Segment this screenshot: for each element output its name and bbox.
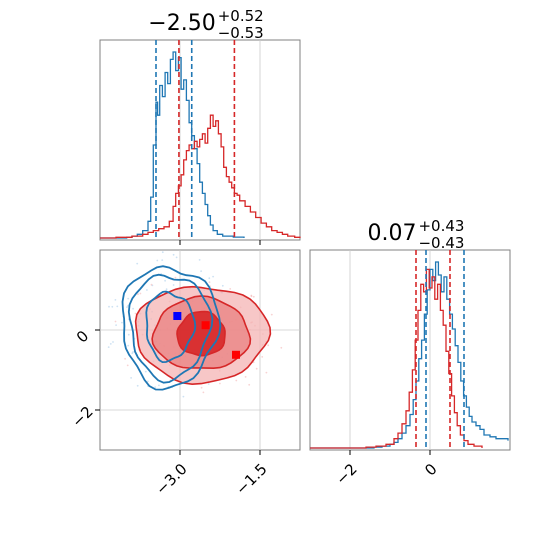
panel-top-left-grid bbox=[179, 40, 261, 240]
panel-bottom-right-title-minus: −0.43 bbox=[418, 234, 464, 252]
scatter-point bbox=[200, 270, 203, 272]
scatter-point bbox=[200, 386, 203, 389]
scatter-point bbox=[132, 351, 135, 353]
panel-bottom-right-quantiles bbox=[415, 250, 465, 450]
scatter-point bbox=[130, 377, 133, 379]
scatter-point bbox=[115, 324, 117, 326]
scatter-point bbox=[127, 304, 129, 307]
scatter-point bbox=[158, 384, 160, 387]
scatter-point bbox=[147, 380, 149, 383]
scatter-point bbox=[136, 262, 139, 265]
scatter-point bbox=[124, 357, 126, 360]
scatter-point bbox=[229, 288, 232, 290]
scatter-point bbox=[161, 259, 164, 261]
histogram-series-1 bbox=[100, 114, 301, 239]
scatter-point bbox=[212, 275, 215, 278]
histogram-series-1 bbox=[310, 268, 483, 449]
y-tick-label: 0 bbox=[73, 327, 92, 346]
scatter-point bbox=[111, 305, 114, 308]
histogram-series-0 bbox=[310, 261, 509, 449]
x-tick-label: −3.0 bbox=[152, 460, 190, 498]
scatter-point bbox=[244, 376, 247, 378]
panel-bottom-right-hist bbox=[310, 261, 509, 449]
panel-top-left-ticks bbox=[179, 240, 261, 245]
contour-blue-0 bbox=[145, 290, 197, 364]
scatter-point bbox=[112, 341, 114, 343]
x-tick-label: −2 bbox=[332, 460, 360, 488]
x-tick-label: −1.5 bbox=[232, 460, 270, 498]
scatter-point bbox=[146, 289, 148, 291]
scatter-point bbox=[182, 395, 185, 398]
panel-top-left-quantiles bbox=[155, 40, 236, 240]
scatter-point bbox=[161, 251, 164, 254]
scatter-point bbox=[255, 367, 258, 370]
scatter-point bbox=[270, 313, 273, 316]
panel-bottom-right: −2 0 0.07 +0.43 −0.43 bbox=[309, 217, 511, 488]
panel-top-left-title-plus: +0.52 bbox=[218, 7, 264, 25]
scatter-point bbox=[127, 297, 130, 300]
scatter-point bbox=[150, 283, 153, 286]
contour-blue-2 bbox=[121, 265, 222, 391]
scatter-point bbox=[202, 391, 205, 394]
scatter-point bbox=[144, 370, 147, 373]
marker-blue bbox=[173, 312, 182, 320]
scatter-point bbox=[198, 259, 201, 261]
scatter-point bbox=[156, 259, 159, 262]
scatter-point bbox=[107, 346, 110, 348]
scatter-point bbox=[175, 256, 178, 259]
scatter-point bbox=[221, 284, 224, 287]
scatter-point bbox=[127, 344, 130, 347]
scatter-point bbox=[219, 382, 221, 385]
scatter-point bbox=[109, 343, 112, 345]
scatter-point bbox=[121, 321, 123, 324]
contour-blue-1 bbox=[127, 273, 214, 384]
scatter-point bbox=[136, 384, 139, 387]
panel-bottom-right-title-plus: +0.43 bbox=[418, 217, 464, 235]
scatter-point bbox=[265, 371, 268, 374]
panel-bottom-right-title-value: 0.07 bbox=[368, 221, 417, 246]
scatter-point bbox=[114, 299, 117, 301]
scatter-point bbox=[126, 364, 129, 367]
scatter-point bbox=[208, 281, 211, 283]
scatter-point bbox=[126, 306, 128, 308]
y-tick-label: −2 bbox=[68, 403, 96, 431]
scatter-point bbox=[267, 344, 270, 347]
scatter-point bbox=[127, 333, 130, 336]
scatter-point bbox=[172, 284, 175, 286]
scatter-point bbox=[116, 305, 119, 308]
panel-bottom-left-markers bbox=[173, 312, 240, 359]
marker-red-0 bbox=[201, 321, 210, 330]
scatter-point bbox=[252, 295, 255, 298]
scatter-point bbox=[207, 383, 210, 385]
x-tick-label: 0 bbox=[421, 460, 440, 479]
scatter-point bbox=[139, 292, 142, 295]
scatter-point bbox=[137, 293, 139, 296]
scatter-point bbox=[250, 295, 253, 298]
scatter-point bbox=[164, 279, 167, 282]
scatter-point bbox=[261, 356, 264, 358]
panel-bottom-left: −3.0 −1.5 −2 0 bbox=[68, 249, 301, 499]
scatter-point bbox=[131, 352, 134, 355]
scatter-point bbox=[154, 386, 157, 388]
scatter-point bbox=[134, 312, 137, 315]
scatter-point bbox=[280, 346, 283, 349]
panel-top-left: −2.50 +0.52 −0.53 bbox=[99, 7, 301, 245]
scatter-point bbox=[172, 253, 175, 256]
panel-bottom-right-ticks: −2 0 bbox=[332, 450, 441, 488]
scatter-point bbox=[235, 379, 238, 382]
panel-top-left-title: −2.50 bbox=[148, 11, 215, 36]
scatter-point bbox=[248, 383, 251, 386]
scatter-point bbox=[165, 288, 168, 291]
marker-red-1 bbox=[232, 350, 240, 359]
panel-top-left-title-minus: −0.53 bbox=[218, 24, 264, 42]
scatter-point bbox=[174, 276, 177, 279]
scatter-point bbox=[132, 307, 135, 310]
scatter-point bbox=[108, 305, 110, 308]
panel-bottom-right-title: 0.07 bbox=[368, 221, 417, 246]
scatter-point bbox=[114, 320, 117, 323]
scatter-point bbox=[208, 277, 211, 280]
panel-top-left-title-value: −2.50 bbox=[148, 11, 215, 36]
